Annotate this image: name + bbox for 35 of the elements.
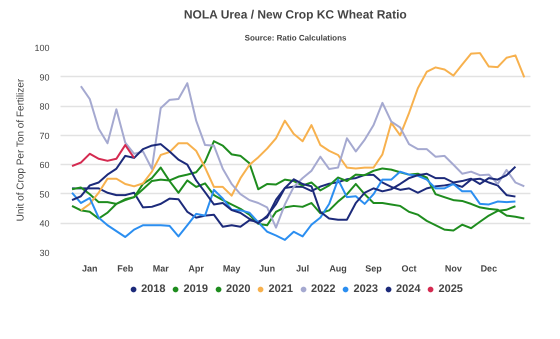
y-tick-label: 70	[39, 130, 50, 141]
legend-label: 2021	[268, 283, 293, 295]
x-tick-label: Feb	[117, 264, 134, 274]
y-tick-label: 80	[39, 102, 50, 112]
line-series	[80, 52, 526, 212]
x-tick-label: Jun	[259, 264, 276, 274]
line-series	[71, 170, 516, 241]
y-tick-label: 90	[39, 72, 50, 82]
x-tick-label: Nov	[444, 264, 462, 274]
x-tick-label: Jul	[296, 264, 310, 274]
legend-label: 2019	[184, 283, 208, 295]
legend-label: 2020	[226, 283, 251, 295]
legend-label: 2024	[396, 283, 420, 295]
y-axis-title: Unit of Crop Per Ton of Fertilizer	[15, 78, 26, 222]
legend-label: 2018	[141, 283, 166, 295]
legend-label: 2023	[353, 283, 378, 295]
x-tick-label: Oct	[402, 264, 417, 274]
x-tick-label: Sep	[365, 264, 382, 274]
line-series	[71, 144, 136, 168]
y-tick-label: 60	[39, 160, 50, 170]
x-tick-label: Dec	[480, 264, 498, 274]
x-tick-label: May	[222, 264, 240, 274]
y-tick-label: 40	[39, 218, 50, 229]
x-tick-label: Mar	[152, 264, 170, 274]
y-tick-label: 30	[39, 248, 50, 258]
y-tick-label: 100	[34, 43, 50, 53]
x-tick-label: Apr	[188, 264, 204, 274]
legend-label: 2025	[438, 283, 463, 295]
x-tick-label: Aug	[329, 264, 347, 274]
chart-title: NOLA Urea / New Crop KC Wheat Ratio	[184, 8, 407, 22]
x-tick-label: Jan	[82, 264, 98, 274]
legend-label: 2022	[311, 283, 336, 295]
line-series	[80, 82, 526, 229]
y-tick-label: 50	[39, 189, 50, 200]
chart-subtitle: Source: Ratio Calculations	[244, 34, 347, 42]
